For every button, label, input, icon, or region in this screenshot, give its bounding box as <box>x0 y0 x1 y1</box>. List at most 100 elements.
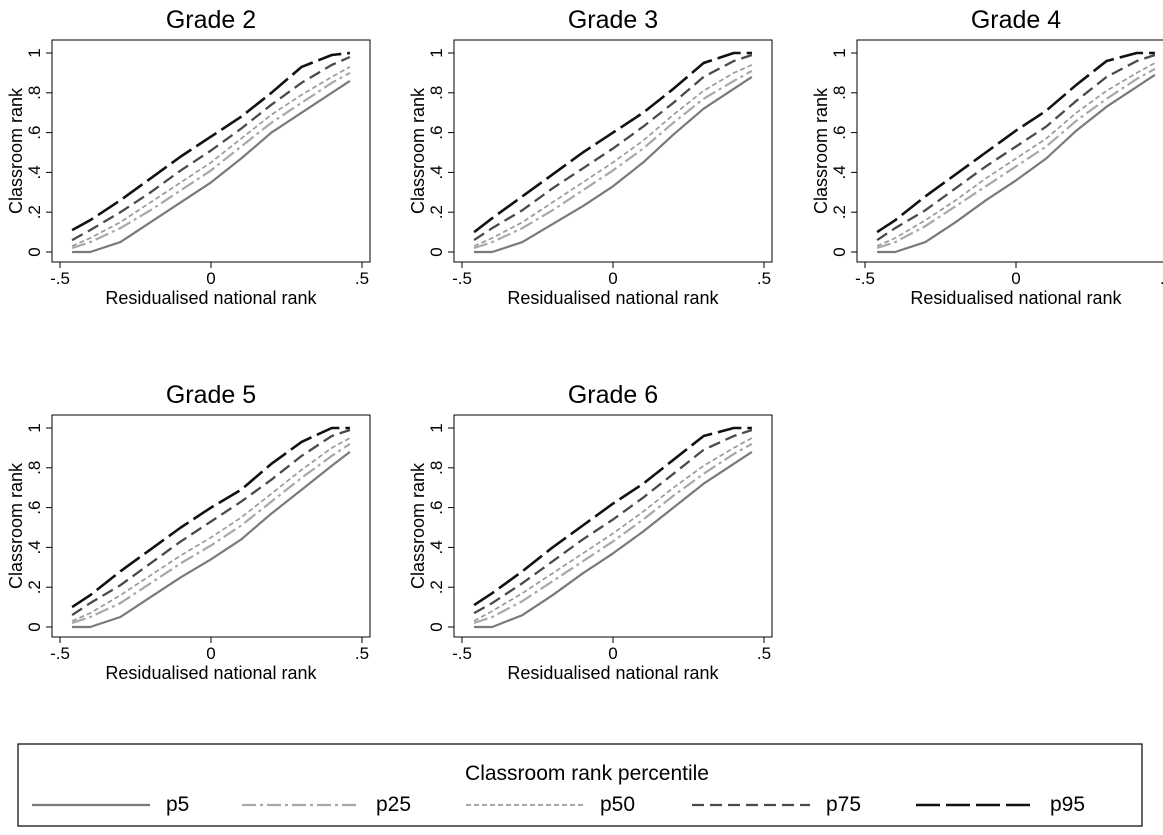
chart-title: Grade 5 <box>166 381 256 409</box>
chart-title: Grade 6 <box>568 381 658 409</box>
y-tick-label: .4 <box>427 540 446 554</box>
y-tick-label: .8 <box>25 86 44 100</box>
x-tick-label: .5 <box>355 269 369 288</box>
series-line-p95 <box>473 426 752 607</box>
y-tick-label: .6 <box>427 501 446 515</box>
y-tick-label: .6 <box>25 501 44 515</box>
series-line-p50 <box>71 437 351 622</box>
legend-label-p75: p75 <box>826 793 861 816</box>
series-line-p5 <box>72 451 351 629</box>
legend-item-p95: p95 <box>916 793 1085 816</box>
series-line-p50 <box>473 64 753 247</box>
legend-item-p50: p50 <box>466 793 635 816</box>
y-tick-label: .4 <box>25 540 44 554</box>
y-tick-label: 0 <box>427 247 446 256</box>
y-tick-label: 0 <box>25 247 44 256</box>
series-line-p50 <box>71 66 351 247</box>
series-line-p5 <box>474 75 753 254</box>
y-tick-label: 1 <box>25 48 44 57</box>
x-tick-label: 0 <box>608 269 617 288</box>
y-axis-label: Classroom rank <box>6 87 26 214</box>
series-line-p5 <box>72 79 351 254</box>
x-tick-label: 0 <box>206 269 215 288</box>
chart-title: Grade 2 <box>166 6 256 34</box>
y-tick-label: 1 <box>427 48 446 57</box>
chart-panel-5: Grade 6 0 .2 .4 .6 .8 1 -.5 0 .5 Residualised nati… <box>408 381 773 683</box>
y-tick-label: .6 <box>427 126 446 140</box>
y-tick-label: .2 <box>25 580 44 594</box>
x-tick-label: 0 <box>206 644 215 663</box>
y-tick-label: 0 <box>427 622 446 631</box>
series-line-p25 <box>71 442 351 625</box>
y-tick-label: .2 <box>427 580 446 594</box>
legend-label-p50: p50 <box>600 793 635 816</box>
chart-panel-3: Grade 4 0 .2 .4 .6 .8 1 -.5 0 .5 Residualised nati… <box>811 6 1163 308</box>
y-axis-label: Classroom rank <box>811 87 831 214</box>
y-tick-label: .8 <box>427 86 446 100</box>
y-tick-label: .8 <box>427 461 446 475</box>
series-line-p50 <box>876 62 1156 247</box>
chart-title: Grade 4 <box>971 6 1061 34</box>
legend-label-p5: p5 <box>166 793 189 816</box>
plot-frame <box>51 414 371 638</box>
legend-items: p5 p25 p50 p75 p95 <box>32 793 1085 816</box>
chart-title: Grade 3 <box>568 6 658 34</box>
x-tick-label: -.5 <box>855 269 875 288</box>
x-tick-label: -.5 <box>50 269 70 288</box>
plot-frame <box>453 39 773 263</box>
y-axis-label: Classroom rank <box>408 87 428 214</box>
series-line-p75 <box>876 53 1156 242</box>
y-tick-label: 1 <box>830 48 849 57</box>
x-tick-label: .5 <box>1160 269 1163 288</box>
series-line-p95 <box>71 51 351 232</box>
y-tick-label: 1 <box>427 423 446 432</box>
series-line-p25 <box>71 71 351 250</box>
y-tick-label: .4 <box>25 165 44 179</box>
x-axis-label: Residualised national rank <box>507 663 719 683</box>
x-tick-label: -.5 <box>452 644 472 663</box>
legend-item-p5: p5 <box>32 793 189 816</box>
chart-panels: Grade 2 0 .2 .4 .6 .8 1 -.5 0 .5 Residualised nati… <box>6 6 1163 683</box>
legend-title: Classroom rank percentile <box>465 762 709 785</box>
x-tick-label: -.5 <box>50 644 70 663</box>
series-line-p95 <box>876 51 1155 234</box>
series-line-p5 <box>877 73 1156 254</box>
series-line-p95 <box>473 51 752 234</box>
y-tick-label: .2 <box>427 205 446 219</box>
y-tick-label: 0 <box>25 622 44 631</box>
series-line-p5 <box>474 450 753 629</box>
legend-item-p75: p75 <box>692 793 861 816</box>
y-tick-label: 1 <box>25 423 44 432</box>
x-tick-label: 0 <box>1011 269 1020 288</box>
x-tick-label: .5 <box>757 269 771 288</box>
x-tick-label: .5 <box>355 644 369 663</box>
y-tick-label: .6 <box>830 126 849 140</box>
y-axis-label: Classroom rank <box>408 462 428 589</box>
x-tick-label: 0 <box>608 644 617 663</box>
series-line-p25 <box>876 67 1156 250</box>
plot-frame <box>856 39 1163 263</box>
series-line-p75 <box>473 428 753 615</box>
y-tick-label: .6 <box>25 126 44 140</box>
legend: Classroom rank percentile p5 p25 p50 p75 p95 <box>17 743 1143 827</box>
series-line-p75 <box>473 53 753 242</box>
y-tick-label: .2 <box>25 205 44 219</box>
x-axis-label: Residualised national rank <box>105 288 317 308</box>
x-tick-label: .5 <box>757 644 771 663</box>
y-axis-label: Classroom rank <box>6 462 26 589</box>
legend-box <box>17 743 1143 827</box>
plot-frame <box>453 414 773 638</box>
x-axis-label: Residualised national rank <box>910 288 1122 308</box>
chart-panel-1: Grade 2 0 .2 .4 .6 .8 1 -.5 0 .5 Residualised nati… <box>6 6 371 308</box>
legend-label-p25: p25 <box>376 793 411 816</box>
series-line-p25 <box>473 442 753 625</box>
x-tick-label: -.5 <box>452 269 472 288</box>
x-axis-label: Residualised national rank <box>507 288 719 308</box>
y-tick-label: 0 <box>830 247 849 256</box>
series-line-p25 <box>473 69 753 250</box>
legend-item-p25: p25 <box>242 793 411 816</box>
y-tick-label: .8 <box>25 461 44 475</box>
series-line-p75 <box>71 55 351 242</box>
y-tick-label: .4 <box>830 165 849 179</box>
series-line-p50 <box>473 437 753 622</box>
